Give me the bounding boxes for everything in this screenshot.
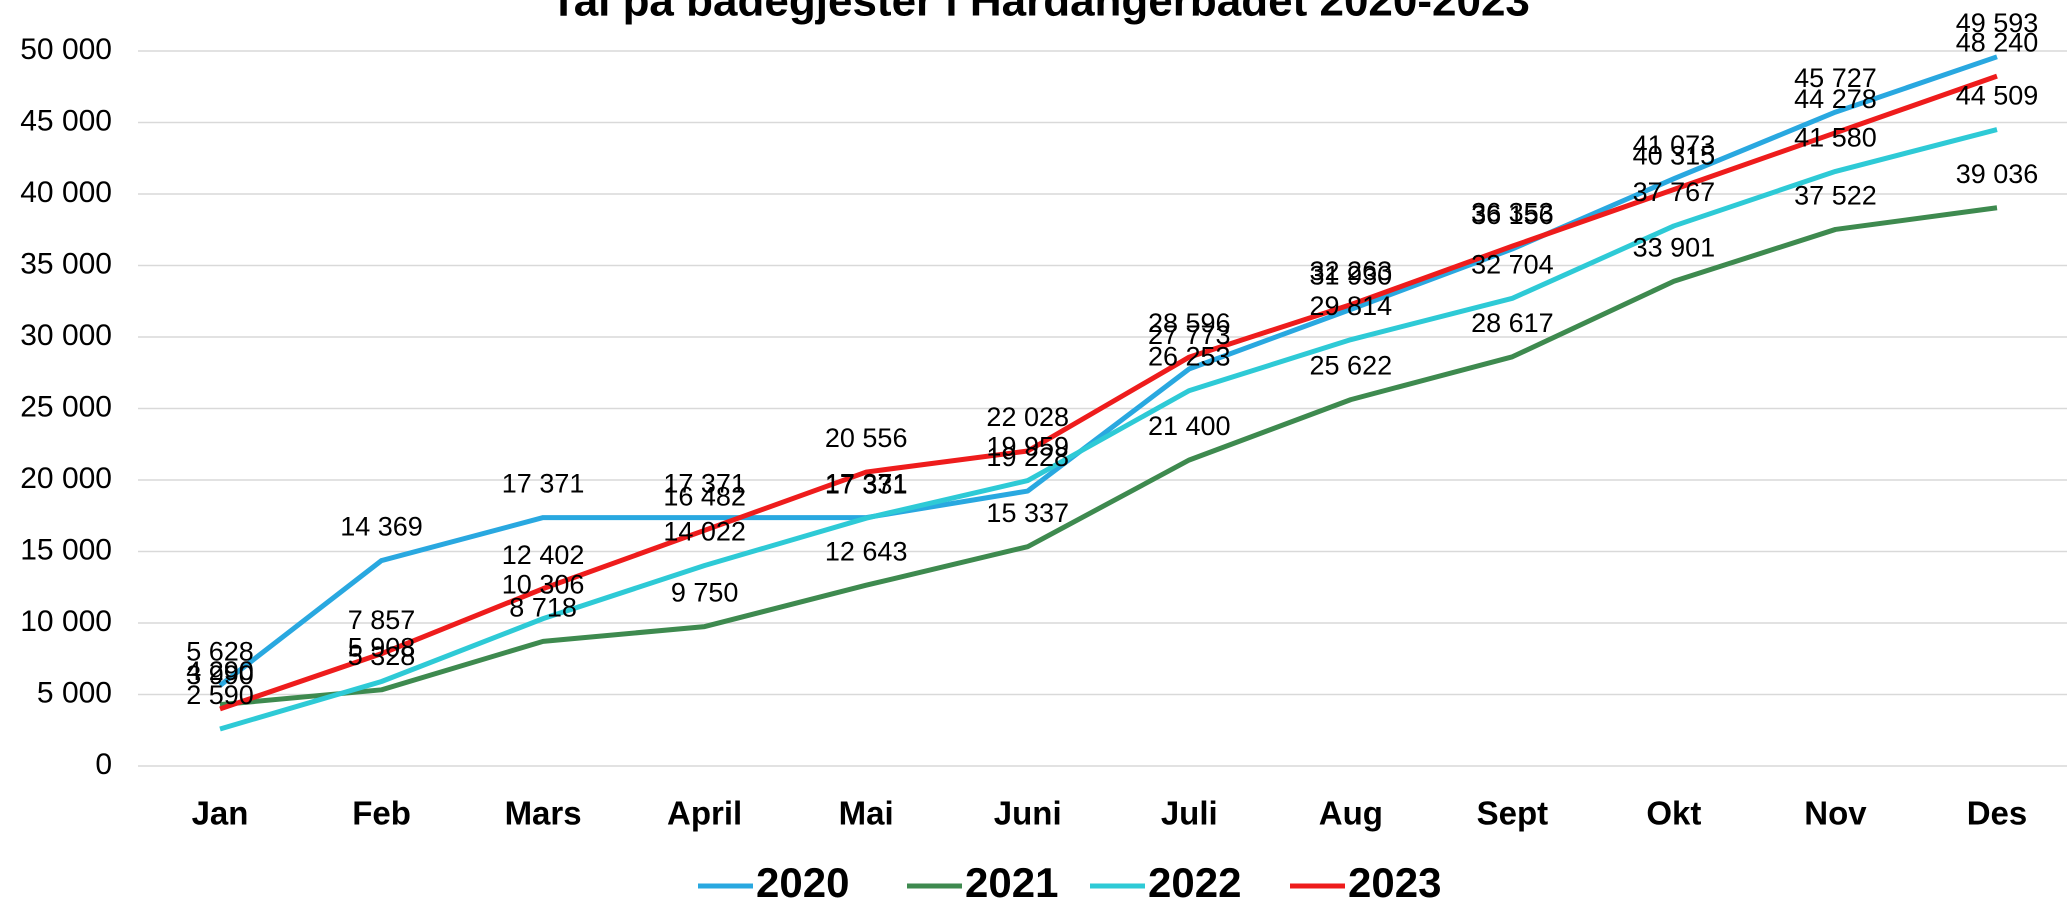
- data-label: 4 290: [186, 656, 254, 686]
- data-label: 15 337: [986, 498, 1069, 528]
- data-label: 19 959: [986, 432, 1069, 462]
- data-label: 14 022: [663, 517, 746, 547]
- y-tick-label: 50 000: [20, 33, 112, 66]
- data-label: 19 228: [986, 442, 1069, 472]
- y-tick-label: 45 000: [20, 104, 112, 137]
- data-label: 28 596: [1148, 308, 1231, 338]
- data-label: 17 371: [825, 469, 908, 499]
- y-tick-label: 30 000: [20, 319, 112, 352]
- data-label: 36 353: [1471, 197, 1554, 227]
- data-label: 17 331: [825, 469, 908, 499]
- series-line: [218, 54, 1998, 688]
- data-label: 7 857: [348, 605, 416, 635]
- data-label: 49 593: [1956, 8, 2039, 38]
- data-label: 20 556: [825, 423, 908, 453]
- x-tick-label: Sept: [1477, 795, 1549, 832]
- data-label: 33 901: [1633, 232, 1716, 262]
- data-label: 14 369: [340, 512, 423, 542]
- x-tick-label: Aug: [1319, 795, 1383, 832]
- x-tick-label: Juni: [994, 795, 1062, 832]
- data-label: 37 767: [1633, 177, 1716, 207]
- data-label: 44 509: [1956, 81, 2039, 111]
- data-label: 5 908: [348, 633, 416, 663]
- data-label: 12 402: [502, 540, 585, 570]
- y-tick-label: 5 000: [37, 676, 112, 709]
- data-label: 9 750: [671, 578, 739, 608]
- data-label: 5 328: [348, 641, 416, 671]
- data-label: 12 643: [825, 536, 908, 566]
- y-tick-label: 25 000: [20, 390, 112, 423]
- x-tick-label: Jan: [192, 795, 249, 832]
- data-label: 39 036: [1956, 159, 2039, 189]
- data-label: 3 990: [186, 660, 254, 690]
- x-tick-label: April: [667, 795, 742, 832]
- x-tick-label: Des: [1967, 795, 2028, 832]
- y-tick-label: 20 000: [20, 462, 112, 495]
- x-tick-label: Feb: [352, 795, 411, 832]
- chart-title: Tal på badegjester i Hardangerbadet 2020…: [550, 0, 1530, 26]
- data-label: 25 622: [1310, 351, 1393, 381]
- x-tick-label: Okt: [1646, 795, 1701, 832]
- data-label: 17 371: [663, 469, 746, 499]
- y-tick-label: 10 000: [20, 605, 112, 638]
- y-tick-label: 0: [95, 748, 112, 781]
- y-tick-label: 35 000: [20, 247, 112, 280]
- data-label: 48 240: [1956, 27, 2039, 57]
- series-line: [219, 73, 1998, 712]
- data-label: 37 522: [1794, 181, 1877, 211]
- data-label: 29 814: [1310, 291, 1393, 321]
- data-label: 36 156: [1471, 200, 1554, 230]
- legend-label: 2022: [1148, 859, 1241, 904]
- legend-label: 2020: [756, 859, 849, 904]
- data-label: 32 263: [1310, 256, 1393, 286]
- data-label: 10 306: [502, 570, 585, 600]
- data-label: 2 590: [186, 680, 254, 710]
- legend-label: 2021: [965, 859, 1058, 904]
- series-line: [219, 205, 1998, 708]
- x-tick-label: Mars: [505, 795, 582, 832]
- data-label: 44 278: [1794, 84, 1877, 114]
- data-label: 27 773: [1148, 320, 1231, 350]
- data-label: 21 400: [1148, 411, 1231, 441]
- data-label: 5 628: [186, 637, 254, 667]
- data-label: 8 718: [509, 592, 577, 622]
- data-label: 28 617: [1471, 308, 1554, 338]
- legend-label: 2023: [1348, 859, 1441, 904]
- x-tick-label: Mai: [839, 795, 894, 832]
- series-line: [219, 127, 1998, 732]
- x-tick-label: Nov: [1804, 795, 1867, 832]
- x-tick-label: Juli: [1161, 795, 1218, 832]
- data-label: 41 073: [1633, 130, 1716, 160]
- data-label: 45 727: [1794, 63, 1877, 93]
- data-label: 32 704: [1471, 249, 1554, 279]
- data-label: 40 315: [1633, 141, 1716, 171]
- y-tick-label: 40 000: [20, 176, 112, 209]
- data-label: 17 371: [502, 469, 585, 499]
- data-label: 26 253: [1148, 342, 1231, 372]
- data-label: 31 930: [1310, 261, 1393, 291]
- data-label: 16 482: [663, 481, 746, 511]
- data-label: 41 580: [1794, 123, 1877, 153]
- y-tick-label: 15 000: [20, 533, 112, 566]
- data-label: 22 028: [986, 402, 1069, 432]
